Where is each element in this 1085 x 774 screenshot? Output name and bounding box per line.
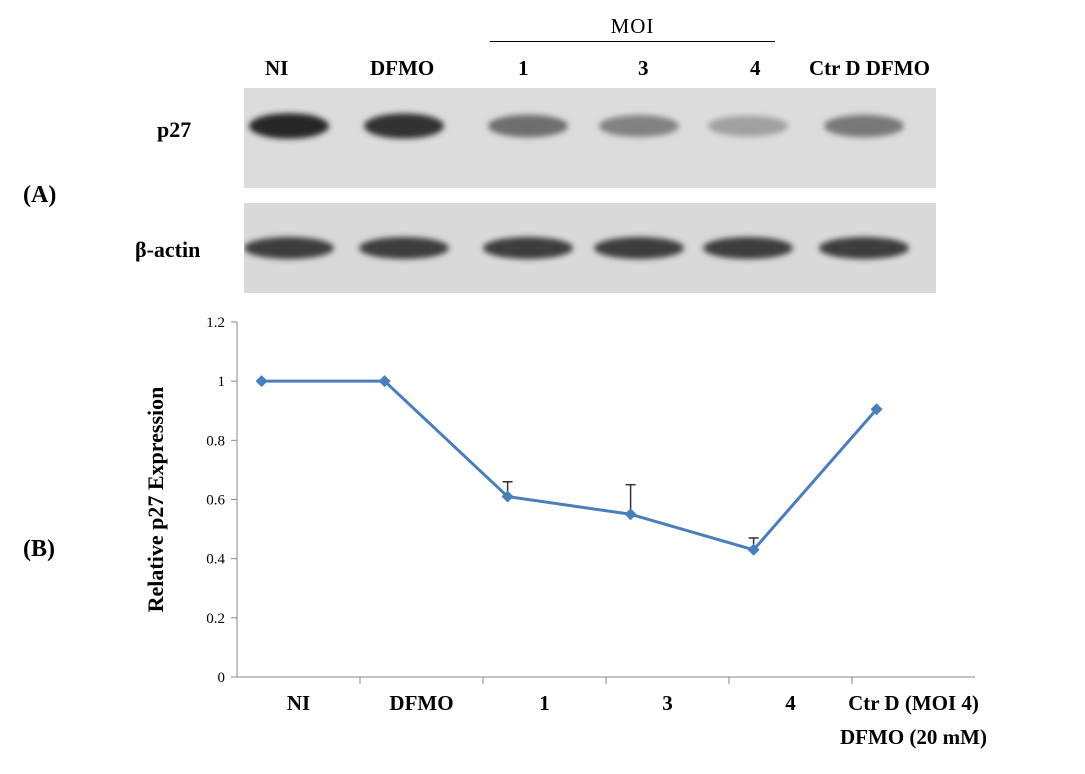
x-category-label: 3 xyxy=(662,691,673,715)
actin-band-3 xyxy=(594,237,684,259)
data-point xyxy=(255,375,268,388)
x-category-label: 1 xyxy=(539,691,550,715)
actin-band-1 xyxy=(359,237,449,259)
x-category-label: DFMO (20 mM) xyxy=(840,725,987,749)
lane-label-moi-3: 3 xyxy=(638,56,649,80)
lane-label-ctr-d-dfmo: Ctr D DFMO xyxy=(809,56,930,80)
y-tick-label: 0.8 xyxy=(206,433,225,449)
lane-label-dfmo: DFMO xyxy=(370,56,435,80)
data-point xyxy=(624,508,637,521)
x-category-label: 4 xyxy=(785,691,796,715)
lane-label-ni: NI xyxy=(265,56,289,80)
p27-band-4 xyxy=(708,115,788,137)
p27-line-chart: 0 0.2 0.4 0.6 0.8 1 1.2 NI DFMO 1 3 4 Ctr D (MOI 4) D… xyxy=(143,315,987,749)
actin-band-2 xyxy=(483,237,573,259)
actin-band-4 xyxy=(703,237,793,259)
y-tick-label: 0 xyxy=(218,670,226,686)
lane-label-moi-1: 1 xyxy=(518,56,529,80)
y-tick-label: 1 xyxy=(218,374,226,390)
lane-label-moi-4: 4 xyxy=(750,56,761,80)
actin-band-5 xyxy=(819,237,909,259)
p27-band-5 xyxy=(824,114,904,138)
p27-band-0 xyxy=(249,113,329,139)
moi-header-label: MOI xyxy=(610,14,655,38)
x-category-label: NI xyxy=(287,691,310,715)
blot-label-p27: p27 xyxy=(157,117,192,142)
moi-header-line xyxy=(490,41,775,42)
moi-header: MOI xyxy=(490,14,775,44)
data-point xyxy=(747,543,760,556)
series-line xyxy=(261,379,878,552)
x-category-label: Ctr D (MOI 4) xyxy=(848,691,979,715)
actin-band-0 xyxy=(244,237,334,259)
beta-actin-blot xyxy=(244,203,936,293)
blot-label-beta-actin: β-actin xyxy=(135,237,201,262)
p27-band-3 xyxy=(599,115,679,137)
panel-b-label: (B) xyxy=(23,536,55,562)
data-point xyxy=(870,403,883,416)
y-axis-title: Relative p27 Expression xyxy=(143,387,168,613)
p27-band-1 xyxy=(364,113,444,139)
data-point xyxy=(501,490,514,503)
data-point xyxy=(378,375,391,388)
x-category-label: DFMO xyxy=(389,691,453,715)
y-tick-label: 0.2 xyxy=(206,611,225,627)
y-tick-label: 1.2 xyxy=(206,315,225,331)
y-tick-label: 0.4 xyxy=(206,552,225,568)
panel-a-label: (A) xyxy=(23,182,57,208)
y-tick-label: 0.6 xyxy=(206,493,225,509)
p27-band-2 xyxy=(488,114,568,138)
p27-blot xyxy=(244,88,936,188)
